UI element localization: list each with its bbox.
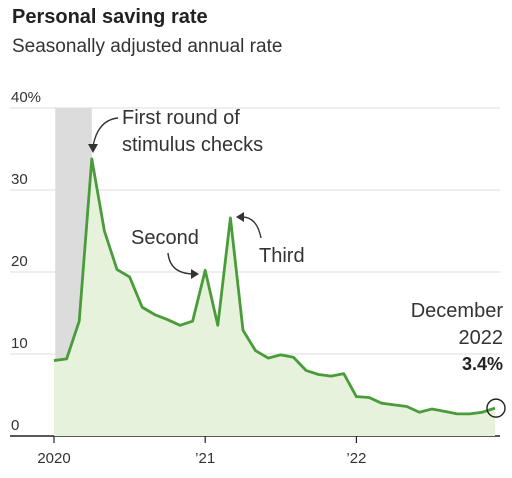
annotation-first-line2: stimulus checks xyxy=(122,134,263,156)
annotation-first-arrow xyxy=(92,117,119,147)
annotation-december-line2: 2022 xyxy=(459,327,504,349)
chart-subtitle: Seasonally adjusted annual rate xyxy=(12,36,283,57)
y-tick-label: 0 xyxy=(11,417,19,434)
x-tick-label: ’21 xyxy=(195,450,215,467)
annotation-third-arrowhead xyxy=(236,212,244,222)
x-tick-label: 2020 xyxy=(37,450,70,467)
annotation-second: Second xyxy=(131,227,199,249)
annotation-second-arrow xyxy=(167,252,195,275)
y-tick-label: 30 xyxy=(11,171,28,188)
series-area xyxy=(54,158,495,436)
annotation-second-arrowhead xyxy=(191,269,199,279)
y-tick-label: 40% xyxy=(11,89,41,106)
y-tick-label: 20 xyxy=(11,253,28,270)
annotation-first-line1: First round of xyxy=(122,107,240,129)
annotation-third: Third xyxy=(259,245,305,267)
annotation-december-line1: December xyxy=(411,300,504,322)
y-tick-label: 10 xyxy=(11,335,28,352)
last-point-marker xyxy=(486,398,506,418)
series-line xyxy=(53,157,496,416)
x-tick-label: ’22 xyxy=(346,450,366,467)
annotation-december-value: 3.4% xyxy=(462,354,503,374)
annotation-first-arrowhead xyxy=(88,144,98,153)
chart-title: Personal saving rate xyxy=(12,6,208,28)
annotation-third-arrow xyxy=(241,216,262,239)
